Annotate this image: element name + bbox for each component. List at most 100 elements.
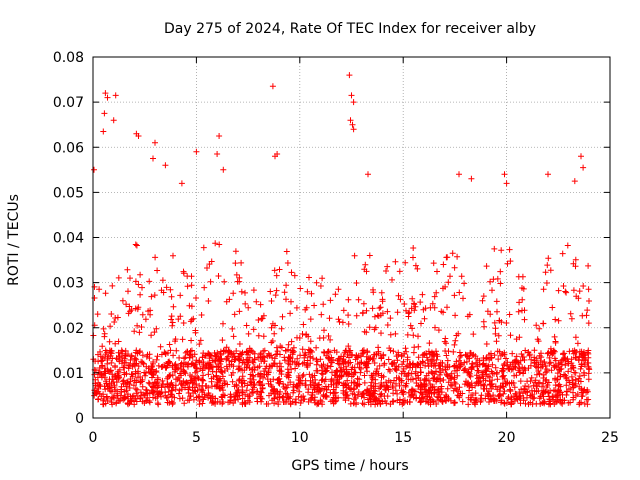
data-point [95, 385, 102, 392]
data-point [433, 368, 439, 375]
data-point [492, 330, 499, 337]
data-point [415, 333, 421, 340]
data-point [473, 372, 480, 379]
data-point [137, 374, 144, 380]
data-point [170, 352, 177, 359]
data-point [434, 268, 440, 275]
data-point [342, 381, 349, 388]
data-point [276, 380, 283, 387]
data-point [402, 383, 409, 390]
data-point [165, 394, 171, 401]
data-point [151, 292, 158, 299]
data-point [261, 347, 268, 354]
data-point [575, 378, 582, 384]
data-point [199, 376, 206, 383]
data-point [292, 365, 299, 372]
x-axis-label: GPS time / hours [291, 458, 408, 474]
data-point [361, 379, 368, 386]
data-point [384, 263, 391, 270]
data-point [235, 377, 242, 384]
data-point [339, 319, 346, 326]
data-point [230, 333, 237, 340]
data-point [341, 369, 348, 375]
data-point [494, 376, 501, 383]
data-point [153, 356, 160, 363]
data-point [236, 357, 243, 364]
data-point [219, 337, 226, 344]
data-point [333, 395, 340, 402]
data-point [404, 331, 411, 338]
data-point [267, 288, 274, 295]
data-point [167, 286, 174, 293]
x-tick-label: 15 [394, 430, 412, 446]
data-point [198, 312, 205, 318]
data-point [176, 387, 183, 394]
data-point [150, 394, 156, 401]
data-point [272, 391, 279, 397]
data-point [451, 292, 458, 299]
data-point [567, 310, 574, 317]
data-point [472, 382, 479, 389]
data-point [152, 395, 159, 402]
data-point [226, 357, 232, 364]
data-point [576, 373, 583, 379]
data-point [154, 267, 161, 274]
data-point [299, 346, 306, 353]
data-point [196, 397, 203, 404]
data-point [241, 400, 248, 407]
data-point [437, 394, 444, 401]
data-point [353, 312, 360, 319]
data-point [137, 271, 144, 278]
data-point [294, 334, 300, 341]
data-point [205, 390, 212, 397]
data-point [585, 320, 592, 327]
data-point [175, 374, 182, 381]
data-point [102, 386, 109, 393]
data-point [348, 366, 355, 373]
data-point [306, 371, 313, 378]
data-point [407, 322, 414, 329]
data-point [132, 368, 139, 375]
data-point [443, 254, 450, 261]
data-point [275, 401, 282, 408]
data-point [246, 399, 253, 406]
data-point [270, 386, 277, 393]
data-point [328, 381, 335, 388]
data-point [351, 396, 358, 403]
data-point [554, 370, 561, 377]
data-point [447, 381, 454, 388]
data-point [106, 338, 113, 345]
data-point [515, 273, 522, 280]
data-point [152, 369, 159, 376]
data-point [466, 387, 473, 394]
data-point [152, 139, 158, 146]
data-point [426, 394, 433, 401]
data-point [425, 370, 432, 377]
data-point [533, 322, 540, 329]
data-point [139, 284, 145, 291]
data-point [188, 347, 195, 354]
data-point [513, 358, 520, 365]
data-point [546, 354, 553, 361]
data-point [362, 261, 369, 268]
data-point [560, 350, 567, 357]
data-point [171, 394, 178, 401]
data-point [494, 348, 501, 355]
data-point [476, 357, 483, 364]
data-point [216, 241, 223, 248]
data-point [217, 356, 223, 363]
data-point [345, 360, 352, 367]
data-point [503, 320, 510, 326]
data-point [452, 399, 458, 406]
data-point [278, 371, 285, 378]
data-point [95, 351, 101, 358]
data-point [235, 396, 242, 403]
chart-title: Day 275 of 2024, Rate Of TEC Index for r… [164, 21, 536, 37]
data-point [308, 395, 315, 402]
data-point [307, 360, 314, 367]
data-point [130, 382, 137, 389]
data-point [268, 298, 275, 304]
data-point [288, 269, 295, 276]
data-point [480, 381, 487, 388]
data-point [232, 248, 239, 255]
